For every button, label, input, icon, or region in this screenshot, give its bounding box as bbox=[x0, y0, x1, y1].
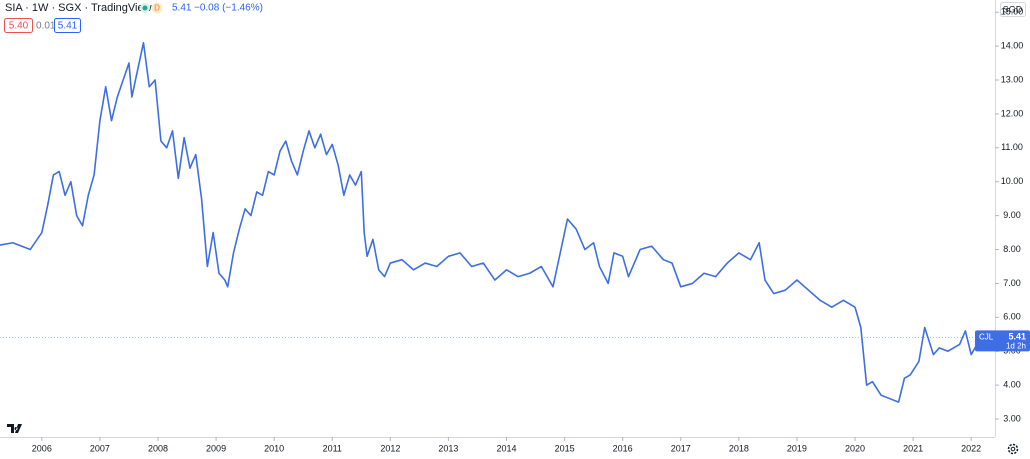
x-tick-label: 2011 bbox=[323, 443, 342, 453]
quote-change: −0.08 (−1.46%) bbox=[194, 3, 263, 14]
x-tick-label: 2016 bbox=[613, 443, 633, 453]
bid: 5.40 bbox=[9, 21, 29, 32]
y-tick-label: 15.00 bbox=[1001, 7, 1024, 17]
delay-badge bbox=[151, 2, 163, 14]
y-tick-label: 7.00 bbox=[1003, 278, 1021, 288]
y-tick-label: 12.00 bbox=[1001, 108, 1024, 118]
y-tick-label: 4.00 bbox=[1003, 380, 1021, 390]
price-line bbox=[0, 41, 992, 403]
ask: 5.41 bbox=[58, 21, 78, 32]
x-tick-label: 2006 bbox=[32, 443, 52, 453]
tradingview-logo bbox=[4, 420, 26, 436]
y-tick-label: 8.00 bbox=[1003, 244, 1021, 254]
ask-box[interactable] bbox=[54, 18, 81, 33]
currency: SGD bbox=[1003, 4, 1023, 14]
x-tick-label: 2014 bbox=[496, 443, 516, 453]
x-tick-label: 2021 bbox=[903, 443, 923, 453]
x-tick-label: 2018 bbox=[729, 443, 749, 453]
x-tick-label: 2019 bbox=[787, 443, 807, 453]
x-tick-label: 2017 bbox=[671, 443, 691, 453]
y-tick-label: 13.00 bbox=[1001, 74, 1024, 84]
currency-box[interactable] bbox=[1000, 2, 1026, 17]
spread: 0.01 bbox=[36, 21, 56, 32]
x-tick-label: 2013 bbox=[438, 443, 458, 453]
x-tick-label: 2020 bbox=[845, 443, 865, 453]
chart-title: SIA · 1W · SGX · TradingView bbox=[5, 2, 152, 14]
y-tick-label: 3.00 bbox=[1003, 413, 1021, 423]
y-tick-label: 10.00 bbox=[1001, 176, 1024, 186]
x-tick-label: 2022 bbox=[961, 443, 981, 453]
x-tick-label: 2009 bbox=[206, 443, 226, 453]
y-tick-label: 11.00 bbox=[1001, 142, 1023, 152]
last-price-symbol: CJL bbox=[979, 332, 994, 341]
delay-badge-text: D bbox=[154, 4, 160, 13]
y-tick-label: 6.00 bbox=[1003, 312, 1021, 322]
quote-price: 5.41 bbox=[172, 3, 192, 14]
plot-area bbox=[0, 41, 995, 403]
y-tick-label: 14.00 bbox=[1001, 40, 1024, 50]
status-dot-inner bbox=[142, 5, 148, 11]
settings-gear[interactable] bbox=[1007, 443, 1019, 455]
x-tick-label: 2012 bbox=[380, 443, 400, 453]
bid-box[interactable] bbox=[4, 18, 33, 33]
countdown: 1d 2h bbox=[1006, 341, 1026, 350]
last-price-label: 5.41 bbox=[1008, 332, 1026, 342]
last-price-tag bbox=[975, 330, 1030, 352]
x-tick-label: 2010 bbox=[264, 443, 284, 453]
y-tick-label: 9.00 bbox=[1003, 210, 1021, 220]
x-tick-label: 2008 bbox=[148, 443, 168, 453]
x-tick-label: 2007 bbox=[90, 443, 110, 453]
x-tick-label: 2015 bbox=[555, 443, 575, 453]
